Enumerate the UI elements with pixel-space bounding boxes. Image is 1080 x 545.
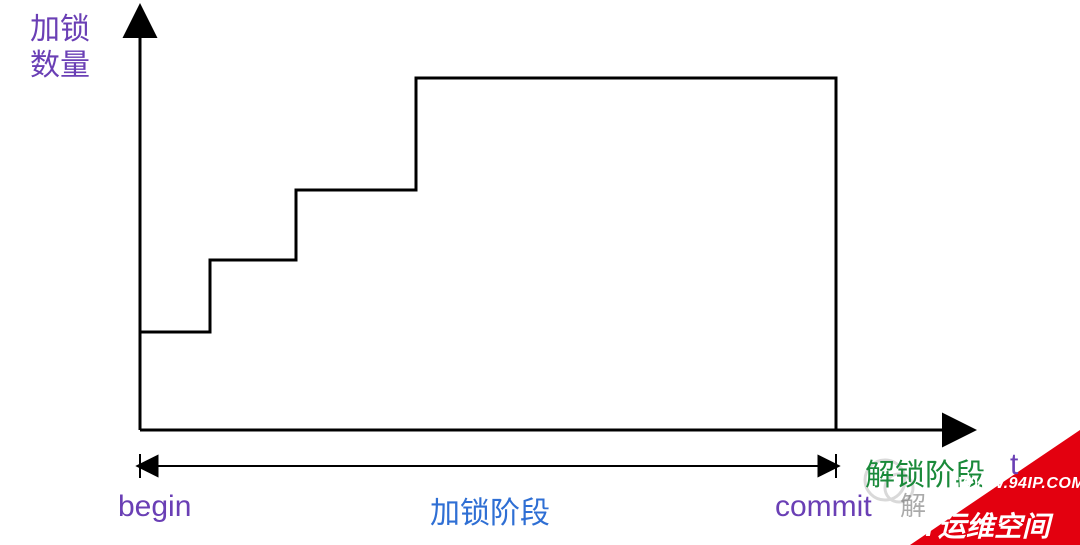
watermark-url: WWW.94IP.COM xyxy=(958,475,1080,493)
watermark-brand: IT运维空间 xyxy=(913,505,1050,545)
commit-label: commit xyxy=(775,490,872,524)
begin-label: begin xyxy=(118,490,191,524)
lock-phase-label: 加锁阶段 xyxy=(430,488,550,532)
y-axis-label: 加锁 数量 xyxy=(30,12,90,84)
lock-count-curve xyxy=(140,78,836,430)
